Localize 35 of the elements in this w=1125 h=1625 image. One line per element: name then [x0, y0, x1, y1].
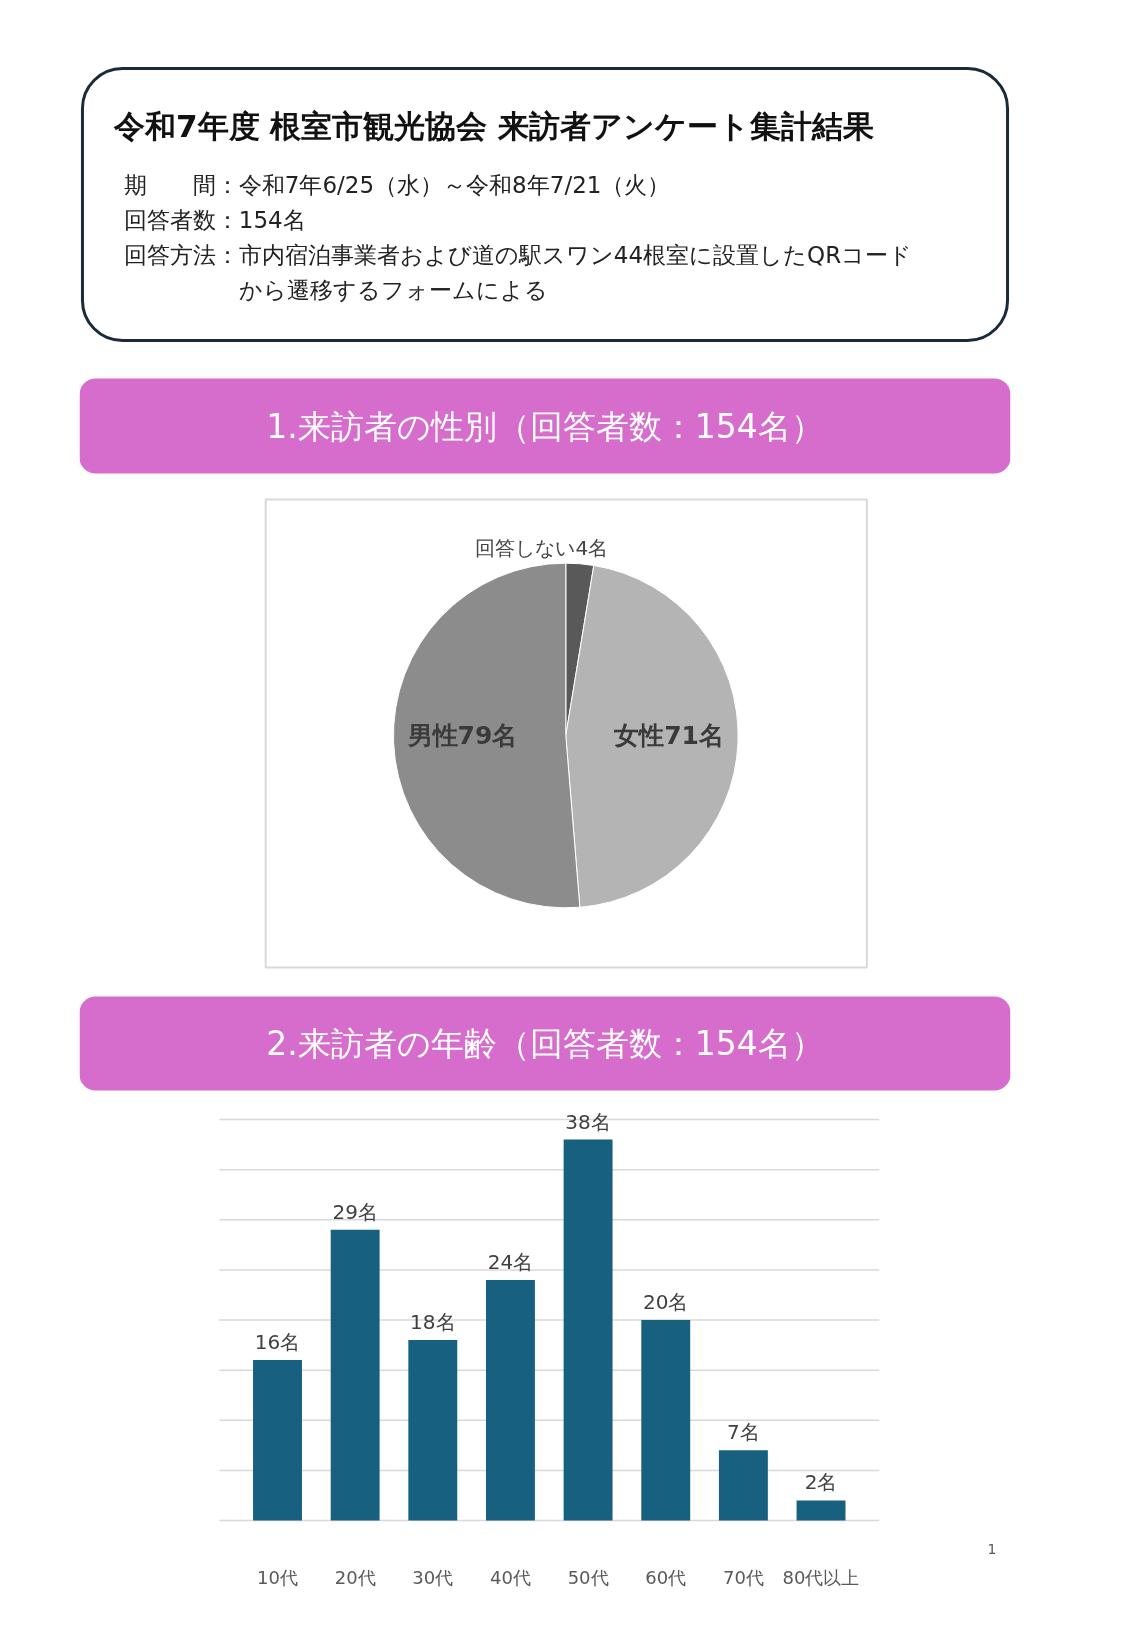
chart-title: 2.来訪者の年齢（回答者数：154名）: [266, 1024, 824, 1063]
text: 回答者数：154名: [123, 206, 306, 233]
x-tick-label: 80代以上: [782, 1566, 860, 1588]
text: 期 間：令和7年6/25（水）～令和8年7/21（火）: [123, 171, 671, 198]
data-label: 38名: [565, 1109, 611, 1134]
text: 回答方法：市内宿泊事業者および道の駅スワン44根室に設置したQRコード: [123, 241, 913, 268]
data-label: 18名: [410, 1310, 456, 1335]
chart-title: 1.来訪者の性別（回答者数：154名）: [266, 406, 824, 446]
bar: [718, 1450, 768, 1521]
bar: [563, 1139, 613, 1521]
slice-label: 女性71名: [613, 721, 725, 751]
data-label: 2名: [804, 1470, 838, 1495]
x-tick-label: 10代: [257, 1566, 298, 1588]
slice-label: 男性79名: [406, 721, 518, 751]
x-tick-label: 40代: [489, 1566, 531, 1588]
x-tick-label: 30代: [412, 1566, 454, 1588]
bar: [408, 1340, 458, 1521]
x-tick-label: 50代: [567, 1566, 609, 1588]
bar: [330, 1229, 380, 1521]
data-label: 29名: [332, 1199, 378, 1224]
text: から遷移するフォームによる: [123, 276, 548, 303]
bar: [796, 1500, 846, 1521]
bar: [253, 1360, 302, 1521]
data-label: 24名: [487, 1249, 534, 1274]
slice-label: 回答しない4名: [475, 536, 609, 561]
text: 1: [987, 1540, 997, 1557]
data-label: 7名: [727, 1420, 760, 1445]
x-tick-label: 60代: [645, 1566, 687, 1588]
data-label: 20名: [643, 1290, 689, 1314]
x-tick-label: 70代: [722, 1566, 764, 1588]
data-label: 16名: [254, 1330, 301, 1355]
x-tick-label: 20代: [334, 1566, 376, 1588]
bar: [641, 1320, 691, 1521]
text: 令和7年度 根室市観光協会 来訪者アンケート集計結果: [112, 107, 875, 144]
bar: [485, 1279, 535, 1521]
